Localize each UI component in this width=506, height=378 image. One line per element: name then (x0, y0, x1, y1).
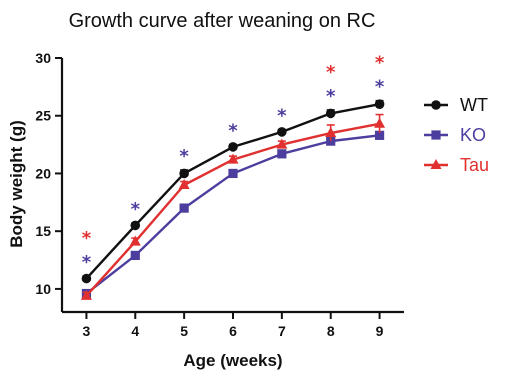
data-point-wt-7 (277, 127, 287, 137)
legend-item-wt: WT (424, 95, 488, 115)
data-point-tau-7 (276, 138, 288, 149)
x-tick-label-4: 4 (131, 323, 139, 339)
significance-asterisk-4-1: * (131, 199, 141, 220)
data-point-ko-4 (130, 250, 140, 261)
data-point-wt-3 (81, 273, 92, 284)
y-tick-label-15: 15 (35, 223, 51, 239)
legend-marker-ko (431, 130, 441, 140)
significance-asterisk-9-1: * (375, 77, 385, 98)
data-point-tau-3 (80, 289, 92, 300)
x-tick-label-6: 6 (229, 323, 237, 339)
significance-markers: * * * * * * * * * * (82, 53, 385, 273)
x-axis-label: Age (weeks) (183, 351, 282, 370)
x-tick-label-3: 3 (83, 323, 91, 339)
data-point-wt-9 (374, 99, 385, 109)
data-point-tau-6 (227, 153, 239, 164)
legend-item-ko: KO (424, 125, 486, 145)
legend: WT KO Tau (424, 95, 489, 175)
legend-marker-wt (431, 100, 441, 110)
legend-item-tau: Tau (424, 155, 489, 175)
data-point-tau-8 (325, 127, 337, 138)
significance-asterisk-6-1: * (228, 121, 238, 142)
significance-asterisk-3-2: * (82, 228, 92, 249)
data-point-tau-5 (178, 179, 190, 189)
x-tick-label-9: 9 (376, 323, 384, 339)
significance-asterisk-5-1: * (179, 146, 189, 167)
axes: 10 15 20 25 30 3 4 5 6 7 8 9 (35, 50, 404, 339)
y-tick-label-10: 10 (35, 281, 51, 297)
data-point-ko-9 (374, 130, 385, 140)
significance-asterisk-9-2: * (375, 53, 385, 74)
y-tick-label-30: 30 (35, 50, 51, 66)
chart-title: Growth curve after weaning on RC (69, 10, 376, 32)
data-point-wt-5 (179, 168, 189, 179)
legend-label-tau: Tau (460, 155, 489, 175)
y-tick-label-20: 20 (35, 165, 51, 181)
significance-asterisk-8-2: * (326, 62, 336, 83)
data-point-ko-5 (179, 203, 189, 213)
series-tau (80, 113, 386, 300)
data-point-wt-6 (228, 142, 238, 152)
data-point-wt-4 (130, 220, 141, 231)
legend-label-wt: WT (460, 95, 488, 115)
data-point-wt-8 (325, 108, 336, 119)
legend-marker-tau (430, 159, 442, 169)
significance-asterisk-8-1: * (326, 86, 336, 107)
data-point-ko-6 (228, 168, 238, 179)
series-layer (80, 99, 386, 300)
y-axis-label: Body weight (g) (7, 120, 26, 247)
data-point-tau-9 (374, 117, 386, 128)
significance-asterisk-3-1: * (82, 252, 92, 273)
series-wt (81, 99, 385, 284)
data-point-ko-7 (277, 149, 287, 159)
x-tick-label-5: 5 (180, 323, 188, 339)
significance-asterisk-7-1: * (277, 106, 287, 127)
y-tick-label-25: 25 (35, 108, 51, 124)
data-point-tau-4 (129, 235, 141, 246)
x-tick-label-8: 8 (327, 323, 335, 339)
x-tick-label-7: 7 (278, 323, 286, 339)
legend-label-ko: KO (460, 125, 486, 145)
